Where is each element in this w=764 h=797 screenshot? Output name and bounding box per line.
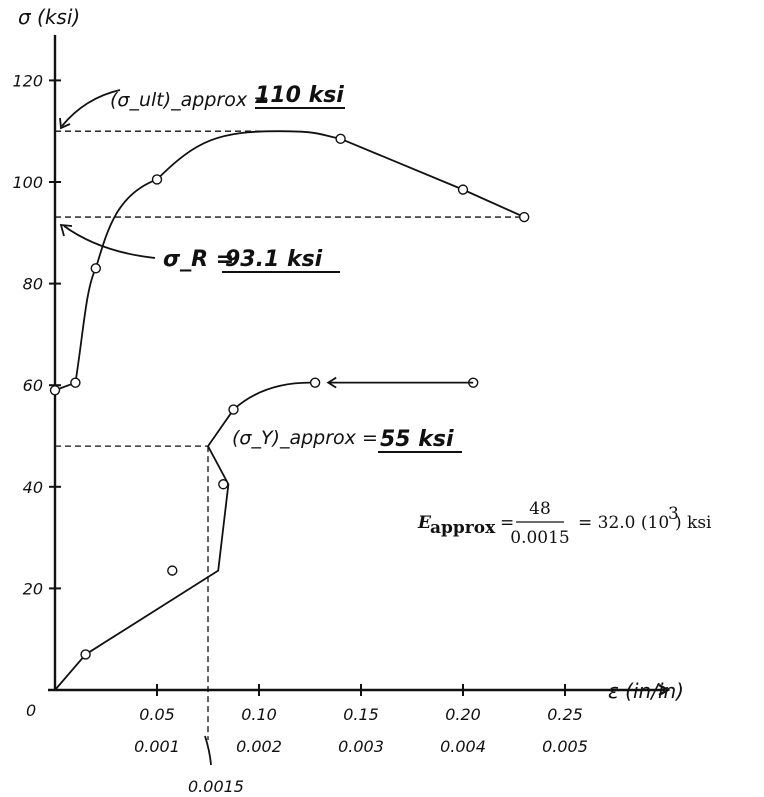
ult-leader-line <box>61 89 121 127</box>
point-lower-4 <box>309 377 321 388</box>
rupture-label: σ_R = <box>163 247 234 272</box>
origin-label: 0 <box>26 701 36 720</box>
rupture-value: 93.1 ksi <box>225 247 323 272</box>
y-tick-label-60: 60 <box>23 376 43 395</box>
y-tick-label-120: 120 <box>12 71 43 90</box>
x-ticks: 0.05 0.10 0.15 0.20 0.25 0.001 0.002 0.003 0.004… <box>134 684 588 756</box>
x-lower-tick-label-4: 0.005 <box>542 737 588 756</box>
y-ticks: 20 40 60 80 100 120 <box>12 71 61 598</box>
ult-value: 110 ksi <box>255 83 344 108</box>
point-upper-4 <box>335 133 346 145</box>
curve-lower-scale <box>54 381 311 691</box>
x-upper-tick-label-0: 0.05 <box>139 705 175 724</box>
y-tick-label-80: 80 <box>23 275 43 294</box>
reference-lines <box>55 130 525 740</box>
point-upper-1 <box>70 377 81 388</box>
yield-label: (σ_Y)_approx = <box>232 427 378 449</box>
modulus-formula: E approx = 48 0.0015 = 32.0 (10 3 ) ksi <box>417 499 712 548</box>
x-upper-tick-label-4: 0.25 <box>547 705 583 724</box>
formula-lhs-sub: approx <box>430 518 496 538</box>
point-upper-6 <box>519 211 530 223</box>
y-tick-label-40: 40 <box>23 478 43 497</box>
x-lower-tick-label-1: 0.002 <box>236 737 282 756</box>
x-lower-tick-label-2: 0.003 <box>338 737 384 756</box>
formula-rhs-tail: ) ksi <box>675 513 712 533</box>
x-upper-tick-label-1: 0.10 <box>241 705 277 724</box>
x-upper-tick-label-3: 0.20 <box>445 705 481 724</box>
point-upper-2 <box>90 263 102 274</box>
rupture-leader-line <box>63 225 156 259</box>
formula-rhs-exp: 3 <box>668 504 679 524</box>
formula-rhs: = 32.0 (10 <box>578 513 669 533</box>
point-upper-3 <box>151 174 163 185</box>
formula-lhs: E <box>417 513 432 533</box>
rupture-leader-arrow <box>59 223 73 237</box>
point-upper-0 <box>49 385 61 396</box>
ult-label: (σ_ult)_approx = <box>110 89 269 111</box>
data-points <box>49 133 530 660</box>
y-tick-label-100: 100 <box>12 173 43 192</box>
point-upper-5 <box>457 184 469 195</box>
point-lower-3 <box>228 404 239 415</box>
formula-equals: = <box>500 513 514 533</box>
yield-value: 55 ksi <box>380 427 454 452</box>
formula-numerator: 48 <box>529 499 551 519</box>
x-lower-tick-label-0: 0.001 <box>134 737 180 756</box>
strain-0015-leader <box>204 735 212 766</box>
x-upper-tick-label-2: 0.15 <box>343 705 379 724</box>
strain-0015-label: 0.0015 <box>188 777 244 796</box>
point-lower-0 <box>80 649 91 660</box>
ult-leader-arrow <box>59 117 71 130</box>
point-lower-2 <box>218 479 229 490</box>
x-axis-arrow <box>658 683 671 697</box>
y-axis-label: σ (ksi) <box>18 5 80 29</box>
x-lower-tick-label-3: 0.004 <box>440 737 486 756</box>
y-tick-label-20: 20 <box>23 579 43 598</box>
point-lower-1 <box>167 565 178 576</box>
formula-denominator: 0.0015 <box>510 528 569 548</box>
x-axis-label: ε (in/in) <box>608 679 684 703</box>
